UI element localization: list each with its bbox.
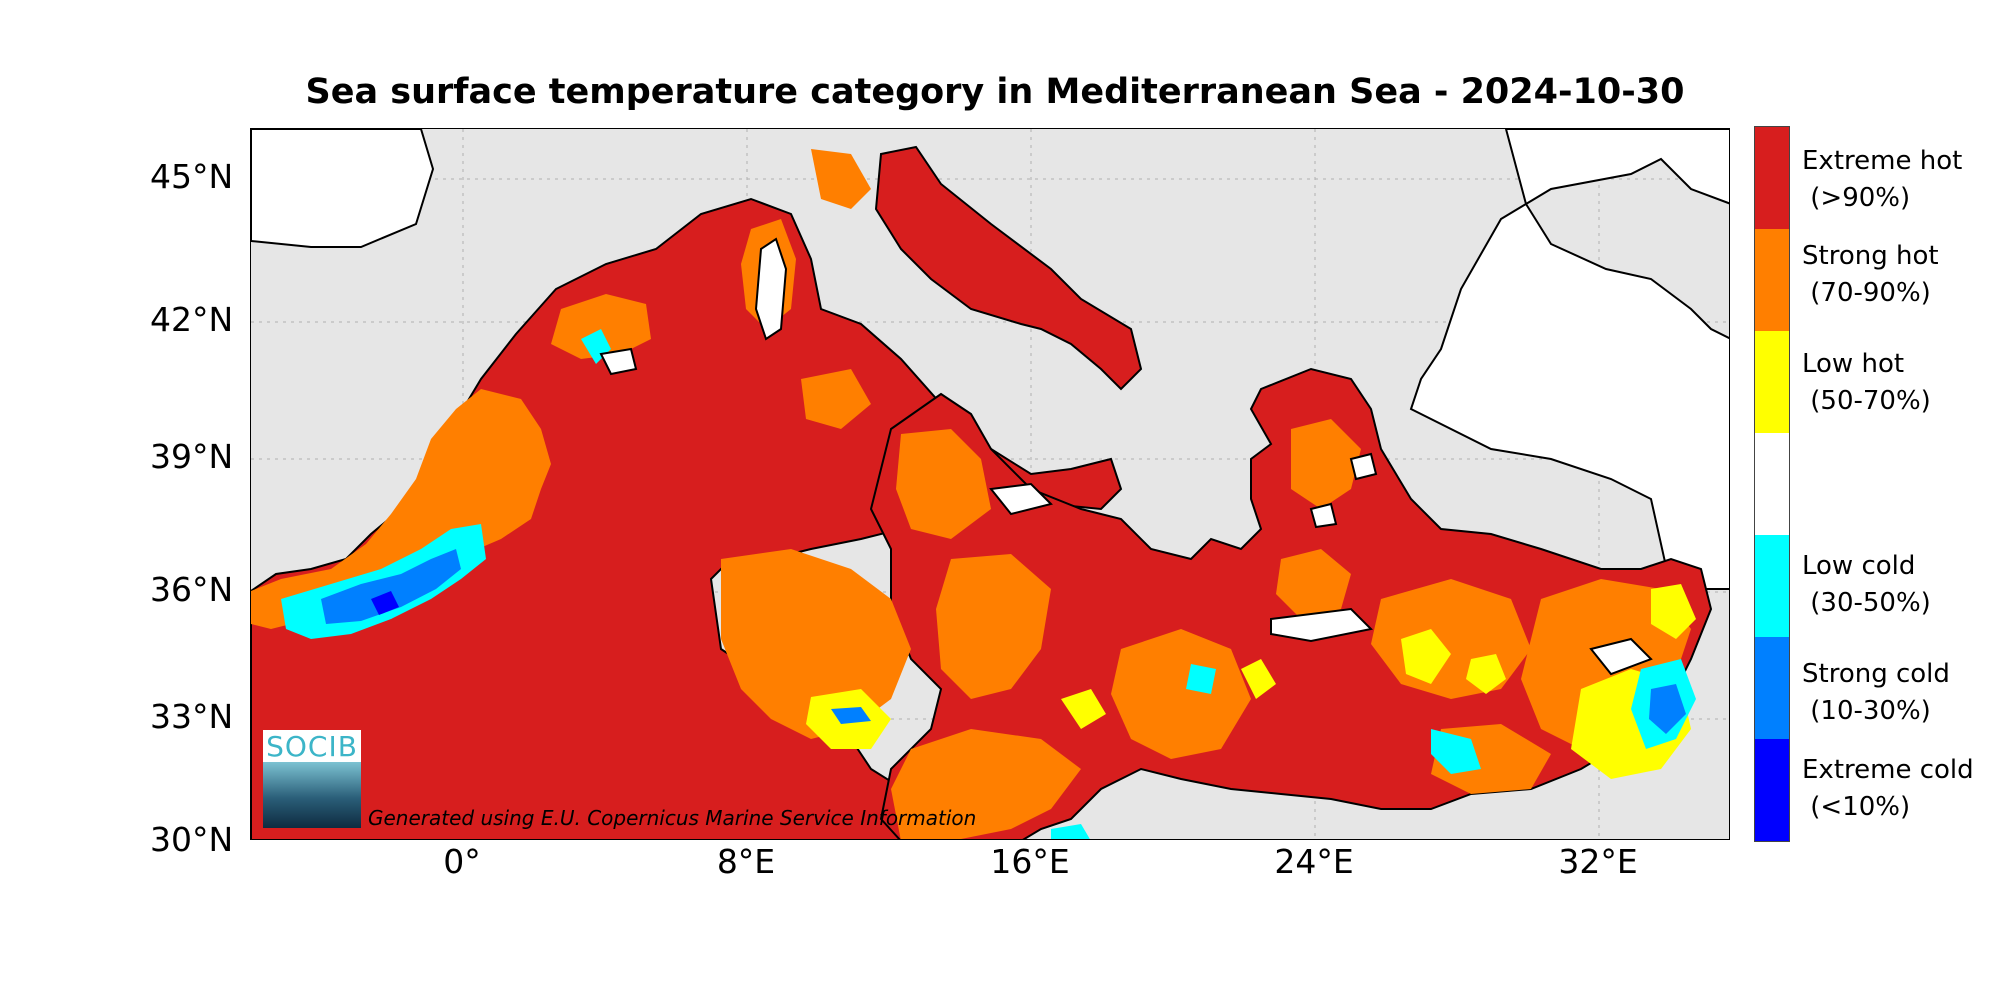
legend-label-strong-cold: Strong cold (10-30%) xyxy=(1802,659,1950,726)
map-panel[interactable] xyxy=(250,128,1730,840)
legend-colorbar xyxy=(1754,126,1790,842)
legend-swatch-low-hot xyxy=(1755,331,1789,433)
x-tick-8e: 8°E xyxy=(716,842,776,881)
legend-swatch-strong-hot xyxy=(1755,229,1789,331)
x-tick-32e: 32°E xyxy=(1558,842,1638,881)
strong-cold-regions xyxy=(321,549,1686,734)
islands xyxy=(599,237,1653,676)
land-black-sea-region xyxy=(1409,129,1729,590)
legend-label-extreme-cold: Extreme cold (<10%) xyxy=(1802,755,1974,822)
legend-label-low-hot: Low hot (50-70%) xyxy=(1802,349,1931,416)
y-tick-30n: 30°N xyxy=(150,820,234,859)
y-tick-39n: 39°N xyxy=(150,437,234,476)
y-tick-36n: 36°N xyxy=(150,570,234,609)
mediterranean-map xyxy=(251,129,1729,839)
legend-swatch-extreme-cold xyxy=(1755,739,1789,841)
copernicus-credit: Generated using E.U. Copernicus Marine S… xyxy=(368,806,977,830)
legend-swatch-extreme-hot xyxy=(1755,127,1789,229)
y-tick-33n: 33°N xyxy=(150,697,234,736)
land-europe-west xyxy=(251,129,435,248)
socib-logo-text: SOCIB xyxy=(266,730,358,763)
x-tick-24e: 24°E xyxy=(1274,842,1354,881)
legend-label-extreme-hot: Extreme hot (>90%) xyxy=(1802,146,1963,213)
legend-swatch-low-cold xyxy=(1755,535,1789,637)
sea-adriatic-central xyxy=(874,145,1143,391)
legend-swatch-strong-cold xyxy=(1755,637,1789,739)
x-tick-16e: 16°E xyxy=(990,842,1070,881)
y-tick-42n: 42°N xyxy=(150,300,234,339)
legend-label-low-cold: Low cold (30-50%) xyxy=(1802,551,1931,618)
strong-hot-regions xyxy=(251,149,1691,839)
y-tick-45n: 45°N xyxy=(150,157,234,196)
extreme-cold-regions xyxy=(371,591,399,615)
map-title: Sea surface temperature category in Medi… xyxy=(305,72,1685,112)
x-tick-0: 0° xyxy=(443,842,481,881)
socib-logo: SOCIB xyxy=(263,730,361,828)
legend-label-strong-hot: Strong hot (70-90%) xyxy=(1802,241,1939,308)
legend-swatch-neutral xyxy=(1755,433,1789,535)
